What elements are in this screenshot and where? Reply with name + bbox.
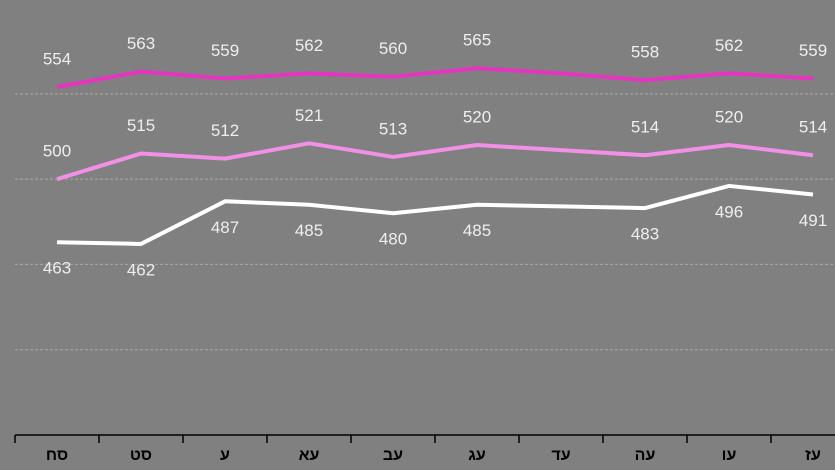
- data-label: 512: [211, 121, 239, 140]
- data-label: 515: [127, 116, 155, 135]
- data-label: 520: [463, 107, 491, 126]
- data-label: 483: [631, 225, 659, 244]
- x-tick-label: עז: [805, 447, 821, 464]
- data-label: 500: [43, 142, 71, 161]
- data-label: 554: [43, 49, 71, 68]
- data-label: 487: [211, 218, 239, 237]
- x-tick-label: סט: [130, 447, 152, 464]
- x-tick-label: עג: [468, 447, 486, 464]
- data-label: 560: [379, 39, 407, 58]
- data-label: 462: [127, 260, 155, 279]
- data-label: 514: [799, 118, 827, 137]
- x-tick-label: עה: [635, 447, 656, 464]
- data-label: 562: [295, 36, 323, 55]
- data-label: 558: [631, 43, 659, 62]
- data-label: 521: [295, 106, 323, 125]
- x-tick-label: עד: [551, 447, 570, 464]
- x-tick-label: סח: [46, 447, 68, 464]
- series-line: [56, 141, 814, 182]
- data-label: 491: [799, 211, 827, 230]
- data-label: 562: [715, 36, 743, 55]
- data-label: 480: [379, 230, 407, 249]
- data-label: 559: [799, 41, 827, 60]
- data-label: 485: [463, 221, 491, 240]
- x-tick-label: עו: [722, 447, 737, 464]
- data-label: 559: [211, 41, 239, 60]
- series-line: [56, 183, 814, 246]
- data-label: 496: [715, 202, 743, 221]
- series-line: [56, 66, 814, 89]
- data-label: 563: [127, 34, 155, 53]
- data-label: 463: [43, 259, 71, 278]
- x-tick-label: עא: [299, 447, 320, 464]
- data-label: 514: [631, 118, 659, 137]
- data-label: 513: [379, 119, 407, 138]
- x-tick-label: עב: [383, 447, 403, 464]
- data-label: 485: [295, 221, 323, 240]
- data-label: 520: [715, 107, 743, 126]
- x-tick-label: ע: [220, 447, 230, 464]
- data-label: 565: [463, 31, 491, 50]
